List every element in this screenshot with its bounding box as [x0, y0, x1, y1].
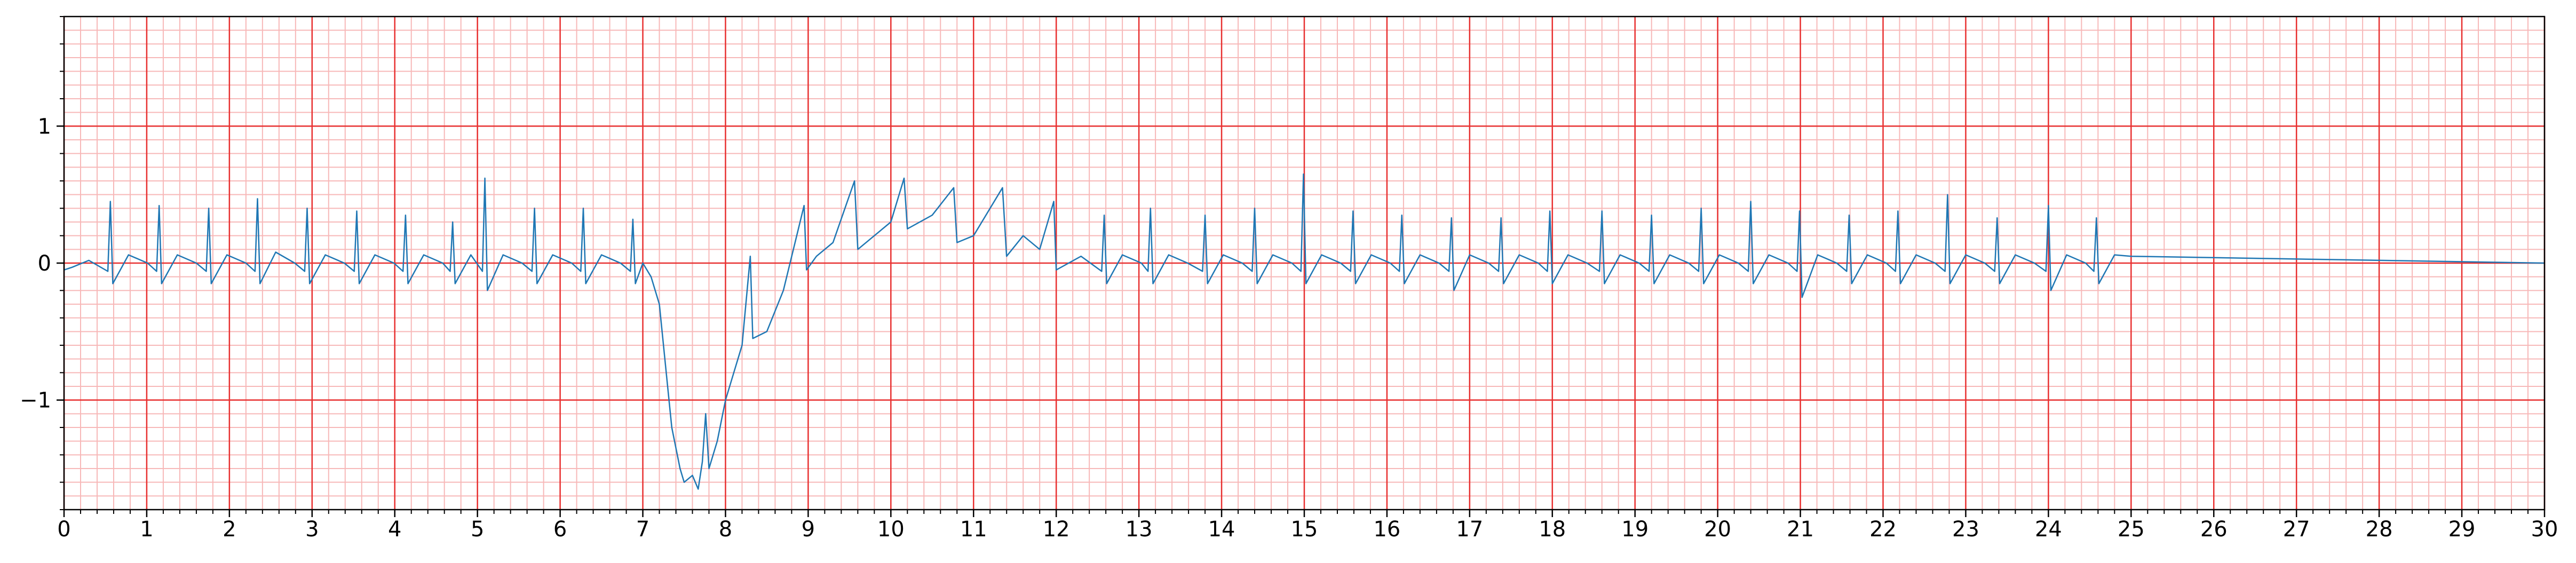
x-tick-label: 27	[2283, 517, 2310, 542]
x-tick-label: 17	[1456, 517, 1483, 542]
x-tick-label: 5	[471, 517, 484, 542]
x-tick-label: 25	[2118, 517, 2145, 542]
data-line	[64, 173, 2545, 490]
y-tick-label: 1	[38, 114, 51, 139]
x-tick-label: 24	[2035, 517, 2062, 542]
x-tick-label: 4	[388, 517, 401, 542]
x-tick-label: 21	[1787, 517, 1814, 542]
x-tick-label: 13	[1125, 517, 1153, 542]
x-tick-label: 11	[960, 517, 987, 542]
x-tick-label: 1	[140, 517, 153, 542]
x-tick-label: 16	[1373, 517, 1400, 542]
x-tick-label: 28	[2366, 517, 2393, 542]
plot-frame	[63, 15, 2546, 511]
x-tick-label: 0	[57, 517, 70, 542]
x-tick-label: 3	[305, 517, 319, 542]
x-tick-label: 23	[1952, 517, 1979, 542]
x-tick-label: 14	[1208, 517, 1235, 542]
x-tick-label: 29	[2448, 517, 2476, 542]
x-tick-label: 20	[1704, 517, 1731, 542]
x-tick-label: 22	[1869, 517, 1897, 542]
x-tick-label: 26	[2200, 517, 2228, 542]
x-tick-label: 8	[719, 517, 732, 542]
x-tick-label: 9	[802, 517, 815, 542]
x-tick-label: 30	[2531, 517, 2558, 542]
x-tick-label: 7	[636, 517, 649, 542]
y-tick-label: −1	[20, 388, 51, 413]
x-tick-label: 12	[1043, 517, 1070, 542]
x-tick-label: 18	[1539, 517, 1566, 542]
x-tick-label: 19	[1621, 517, 1648, 542]
y-tick-label: 0	[38, 251, 51, 276]
x-tick-label: 2	[223, 517, 236, 542]
x-tick-label: 10	[877, 517, 905, 542]
x-tick-label: 15	[1291, 517, 1318, 542]
x-tick-label: 6	[553, 517, 567, 542]
